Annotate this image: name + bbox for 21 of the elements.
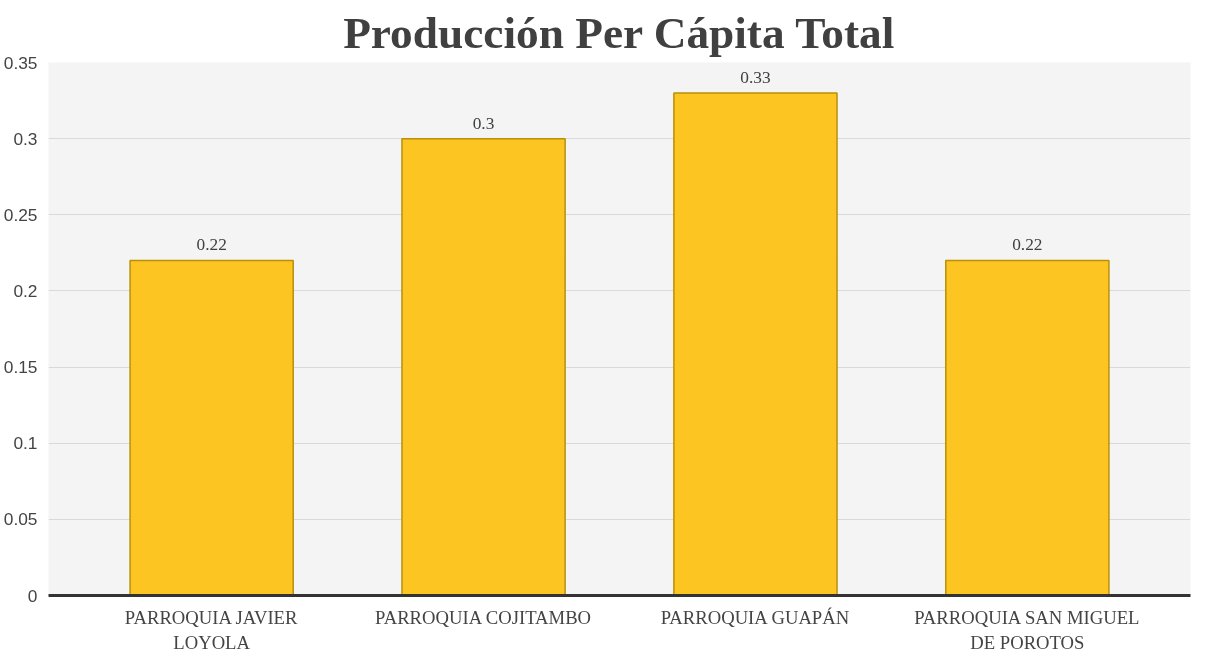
bar bbox=[401, 137, 566, 596]
bar bbox=[673, 92, 838, 596]
bar bbox=[129, 259, 294, 596]
y-tick-label: 0.25 bbox=[3, 204, 38, 225]
y-tick-label: 0.3 bbox=[13, 128, 38, 149]
x-tick-label: PARROQUIA JAVIER LOYOLA bbox=[124, 606, 298, 653]
y-tick-label: 0.15 bbox=[3, 357, 38, 378]
y-tick-label: 0.2 bbox=[13, 280, 38, 301]
data-label: 0.33 bbox=[740, 67, 771, 87]
bar bbox=[945, 259, 1110, 596]
data-label: 0.22 bbox=[196, 235, 227, 255]
x-tick-label: PARROQUIA GUAPÁN bbox=[660, 606, 850, 628]
y-tick-label: 0 bbox=[27, 585, 38, 606]
chart-title: Producción Per Cápita Total bbox=[343, 7, 895, 58]
x-tick-label: PARROQUIA SAN MIGUEL DE POROTOS bbox=[914, 606, 1140, 653]
x-tick-label: PARROQUIA COJITAMBO bbox=[375, 606, 592, 628]
y-tick-label: 0.35 bbox=[3, 52, 38, 73]
y-tick-label: 0.1 bbox=[13, 433, 38, 454]
y-tick-label: 0.05 bbox=[3, 509, 38, 530]
data-label: 0.22 bbox=[1012, 235, 1043, 255]
data-label: 0.3 bbox=[472, 113, 495, 133]
